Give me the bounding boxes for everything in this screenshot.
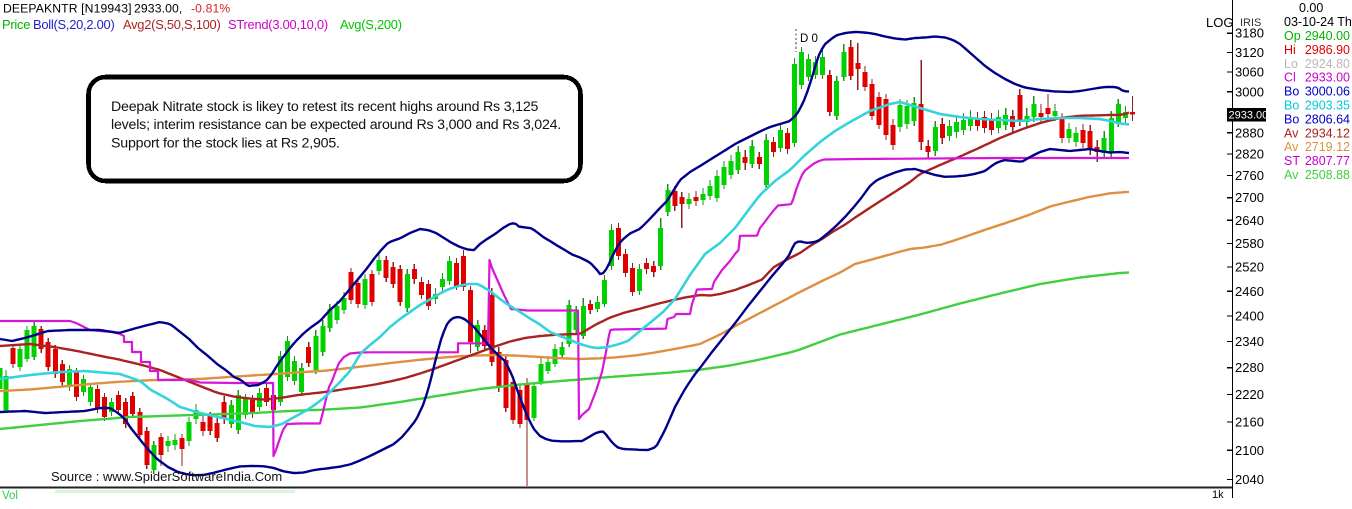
svg-text:2640: 2640 [1235,213,1264,228]
svg-text:ST: ST [1284,154,1300,168]
svg-text:Source : www.SpiderSoftwareInd: Source : www.SpiderSoftwareIndia.Com [51,469,282,484]
svg-text:3120: 3120 [1235,45,1264,60]
svg-text:Deepak Nitrate stock is likey: Deepak Nitrate stock is likey to retest … [111,99,539,115]
svg-text:2807.77: 2807.77 [1305,154,1350,168]
svg-text:0.00: 0.00 [1299,1,1323,15]
svg-text:2760: 2760 [1235,168,1264,183]
svg-text:Av: Av [1284,168,1299,182]
svg-text:Lo: Lo [1284,57,1298,71]
svg-text:Hi: Hi [1284,43,1296,57]
svg-text:2340: 2340 [1235,334,1264,349]
svg-text:Av: Av [1284,140,1299,154]
svg-text:2460: 2460 [1235,284,1264,299]
svg-text:IRIS: IRIS [1240,17,1261,29]
svg-text:2520: 2520 [1235,260,1264,275]
svg-text:2806.64: 2806.64 [1305,112,1350,126]
svg-text:2940.00: 2940.00 [1305,29,1350,43]
svg-text:2933.00: 2933.00 [1229,109,1269,121]
svg-text:Support for the stock lies at: Support for the stock lies at Rs 2,905. [111,136,340,152]
svg-text:Vol: Vol [2,490,18,502]
svg-text:2280: 2280 [1235,360,1264,375]
svg-text:2933.00: 2933.00 [1305,71,1350,85]
svg-text:2508.88: 2508.88 [1305,168,1350,182]
svg-text:2160: 2160 [1235,415,1264,430]
svg-text:Bo: Bo [1284,99,1299,113]
svg-text:3180: 3180 [1235,26,1264,41]
svg-text:2820: 2820 [1235,147,1264,162]
svg-text:Av: Av [1284,126,1299,140]
svg-text:2986.90: 2986.90 [1305,43,1350,57]
svg-text:2220: 2220 [1235,387,1264,402]
svg-text:2580: 2580 [1235,236,1264,251]
svg-text:Cl: Cl [1284,71,1296,85]
svg-text:3000: 3000 [1235,84,1264,99]
svg-text:2903.35: 2903.35 [1305,99,1350,113]
svg-text:2700: 2700 [1235,190,1264,205]
svg-text:levels; interim resistance can: levels; interim resistance can be expect… [111,117,561,133]
svg-text:DEEPAKNTR [N19943]2933.00,-0.8: DEEPAKNTR [N19943] 2933.00, -0.81% [3,1,230,15]
svg-text:D 0: D 0 [800,33,818,45]
svg-text:1k: 1k [1212,489,1224,501]
svg-text:2100: 2100 [1235,443,1264,458]
svg-text:Op: Op [1284,29,1301,43]
svg-text:2880: 2880 [1235,125,1264,140]
svg-text:3000.06: 3000.06 [1305,85,1350,99]
svg-text:2719.12: 2719.12 [1305,140,1350,154]
svg-text:2040: 2040 [1235,472,1264,487]
svg-text:LOG: LOG [1206,15,1233,30]
svg-text:Bo: Bo [1284,112,1299,126]
svg-text:2924.80: 2924.80 [1305,57,1350,71]
svg-text:2934.12: 2934.12 [1305,126,1350,140]
svg-text:2400: 2400 [1235,309,1264,324]
svg-text:03-10-24 Thu: 03-10-24 Thu [1284,15,1352,29]
svg-text:3060: 3060 [1235,64,1264,79]
svg-text:Bo: Bo [1284,85,1299,99]
